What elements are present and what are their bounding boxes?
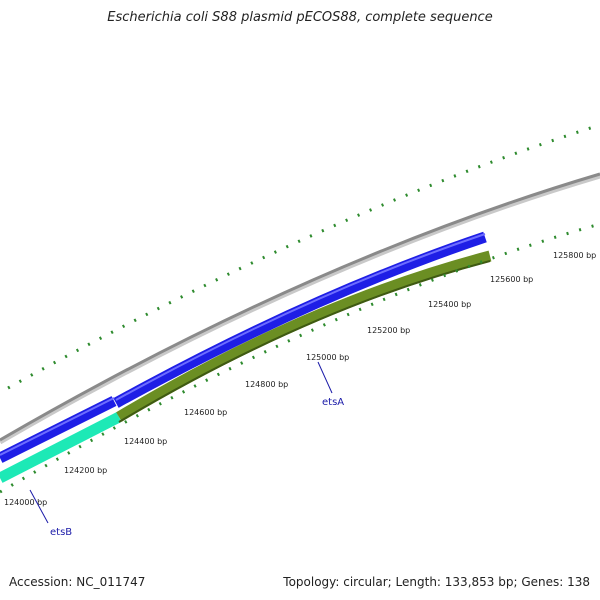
tick-label: 125200 bp bbox=[367, 326, 410, 335]
gene-label-leader bbox=[317, 361, 333, 394]
forward-gene-highlight bbox=[0, 233, 486, 456]
tick-label: 125000 bp bbox=[306, 353, 349, 362]
tick-label: 125400 bp bbox=[428, 300, 471, 309]
topology-label: Topology: circular; Length: 133,853 bp; … bbox=[283, 575, 590, 589]
gene-etsA-shadow bbox=[118, 260, 491, 423]
tick-label: 124800 bp bbox=[245, 380, 288, 389]
forward-gene-main bbox=[113, 231, 487, 408]
tick-label: 124600 bp bbox=[184, 408, 227, 417]
forward-gene-left bbox=[0, 396, 117, 463]
backbone-shadow bbox=[0, 173, 600, 445]
tick-label: 125800 bp bbox=[553, 251, 596, 260]
accession-label: Accession: NC_011747 bbox=[9, 575, 146, 589]
tick-label: 125600 bp bbox=[490, 275, 533, 284]
gene-etsA-arc bbox=[116, 250, 492, 422]
gene-label-etsB: etsB bbox=[50, 527, 72, 538]
backbone-line bbox=[0, 172, 600, 442]
map-title: Escherichia coli S88 plasmid pECOS88, co… bbox=[107, 10, 493, 25]
gene-label-leader bbox=[29, 489, 49, 524]
gene-etsB-arc bbox=[0, 412, 122, 483]
tick-label: 124200 bp bbox=[64, 466, 107, 475]
outer-tick-ring bbox=[7, 123, 600, 390]
tick-label: 124000 bp bbox=[4, 498, 47, 507]
inner-tick-ring bbox=[0, 222, 600, 494]
gene-label-etsA: etsA bbox=[322, 397, 344, 408]
tick-label: 124400 bp bbox=[124, 437, 167, 446]
